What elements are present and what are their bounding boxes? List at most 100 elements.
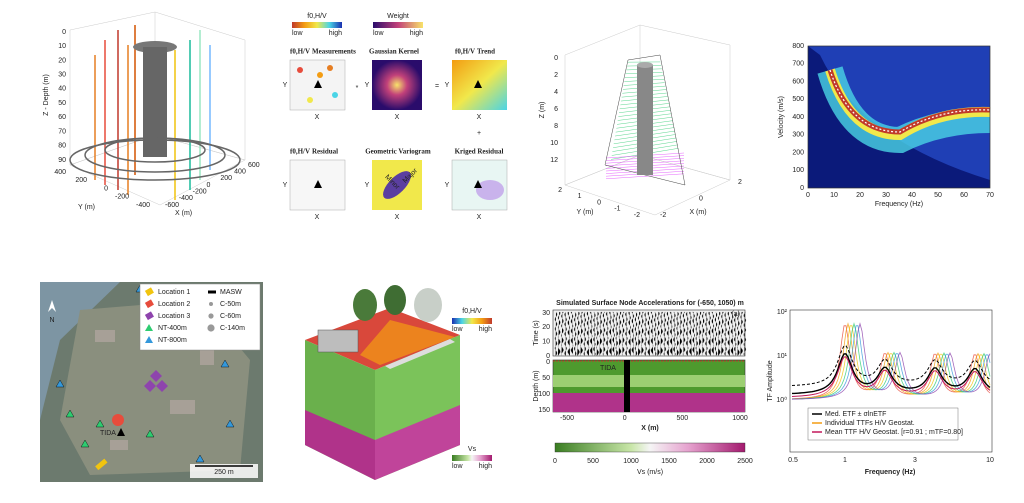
tick-label: -200 <box>193 189 207 196</box>
legend-box <box>807 407 959 441</box>
tile-y-label: Y <box>365 82 370 89</box>
colorbar-low: low <box>452 326 463 333</box>
colorbar <box>292 22 342 28</box>
tick-label: 1000 <box>732 415 748 422</box>
colorbar-title: Vs <box>468 446 477 453</box>
trace <box>701 311 705 357</box>
block-side-deep <box>375 405 460 480</box>
trace <box>727 311 731 357</box>
trace <box>596 311 600 357</box>
building <box>317 329 359 353</box>
axis-label: Y (m) <box>78 204 95 211</box>
trace <box>733 311 737 357</box>
tick-label: 8 <box>554 123 558 130</box>
kernel-image <box>372 60 422 110</box>
site-marker <box>474 80 482 88</box>
trace <box>653 311 657 357</box>
tick-label: 10 <box>986 457 994 464</box>
tile-y-label: Y <box>445 182 450 189</box>
location-2-marker <box>112 414 124 426</box>
scale-box <box>190 464 258 478</box>
tick-label: 0 <box>62 29 66 36</box>
cylinder <box>637 65 653 175</box>
tick-label: 10 <box>550 140 558 147</box>
tick-label: 60 <box>58 114 66 121</box>
tile-y-label: Y <box>445 82 450 89</box>
tick-label: -1 <box>614 206 620 213</box>
trace <box>554 311 558 357</box>
panel-transfer: Med. ETF ± σlnETF Individual TTFs H/V Geo… <box>767 309 994 476</box>
trace <box>599 311 603 357</box>
tick-label: 3 <box>913 457 917 464</box>
trace <box>605 311 609 357</box>
legend-label: Mean TTF H/V Geostat. [r=0.91 ; mTF=0.80… <box>825 429 963 436</box>
tick-label: 500 <box>676 415 688 422</box>
block-top-gradient <box>360 320 455 365</box>
trace <box>628 311 632 357</box>
low-energy <box>808 46 990 188</box>
tick-label: 10 <box>58 43 66 50</box>
trace <box>698 311 702 357</box>
legend-symbol <box>207 324 215 332</box>
trace <box>570 311 574 357</box>
tick-label: 0 <box>104 185 108 192</box>
legend-label: Med. ETF ± σlnETF <box>825 411 886 418</box>
floor-grid <box>564 154 731 216</box>
legend-label: NT-800m <box>158 337 187 344</box>
location-3-markers <box>144 370 168 392</box>
tile-axis-labels: X X X X X X Y Y Y Y Y Y <box>283 82 482 221</box>
tile-y-label: Y <box>283 182 288 189</box>
legend-symbol <box>144 299 154 309</box>
panel-title: Residual <box>312 148 338 156</box>
tick-label: 80 <box>58 143 66 150</box>
trace <box>618 311 622 357</box>
tile-x-label: X <box>477 114 482 121</box>
trace <box>637 311 641 357</box>
axis-label: TF Amplitude <box>767 360 774 401</box>
trace <box>560 311 564 357</box>
tile-x-label: X <box>395 214 400 221</box>
tick-label: 600 <box>792 78 804 85</box>
tick-label: 30 <box>58 72 66 79</box>
tick-label: 2500 <box>737 458 753 465</box>
trace <box>692 311 696 357</box>
tick-label: 0 <box>554 55 558 62</box>
tf-curve <box>791 325 991 400</box>
legend-label: C-140m <box>220 325 245 332</box>
colorbar-label: Vs (m/s) <box>637 469 663 476</box>
axis-label: Time (s) <box>533 320 540 345</box>
panel-symbol: f0,H/V <box>455 48 475 56</box>
trace <box>576 311 580 357</box>
tick-label: 0 <box>699 195 703 202</box>
tick-label: 40 <box>58 86 66 93</box>
trace <box>592 311 596 357</box>
trace <box>583 311 587 357</box>
operator: = <box>435 83 439 90</box>
tick-label: 400 <box>792 114 804 121</box>
tick-label: 0 <box>800 185 804 192</box>
tick-label: 400 <box>234 169 246 176</box>
tick-label: 0 <box>207 182 211 189</box>
tile-y-label: Y <box>283 82 288 89</box>
trace <box>730 311 734 357</box>
trace <box>736 311 740 357</box>
trace <box>688 311 692 357</box>
trace <box>724 311 728 357</box>
tile-y-label: Y <box>365 182 370 189</box>
location-1-marker <box>95 458 108 471</box>
colorbar-title: f0,H/V <box>307 13 327 20</box>
tick-label: 500 <box>587 458 599 465</box>
trace <box>704 311 708 357</box>
tick-label: 60 <box>960 192 968 199</box>
tick-label: -400 <box>136 202 150 209</box>
panel-title: Measurements <box>312 48 356 56</box>
tick-label: 10 <box>542 339 550 346</box>
trees <box>353 285 442 322</box>
tick-label: 40 <box>908 192 916 199</box>
plot-frame <box>807 45 991 189</box>
colorbar-high: high <box>479 326 492 333</box>
trace <box>589 311 593 357</box>
cylinder-top <box>637 62 653 68</box>
axis-label: Z - Depth (m) <box>43 74 50 116</box>
